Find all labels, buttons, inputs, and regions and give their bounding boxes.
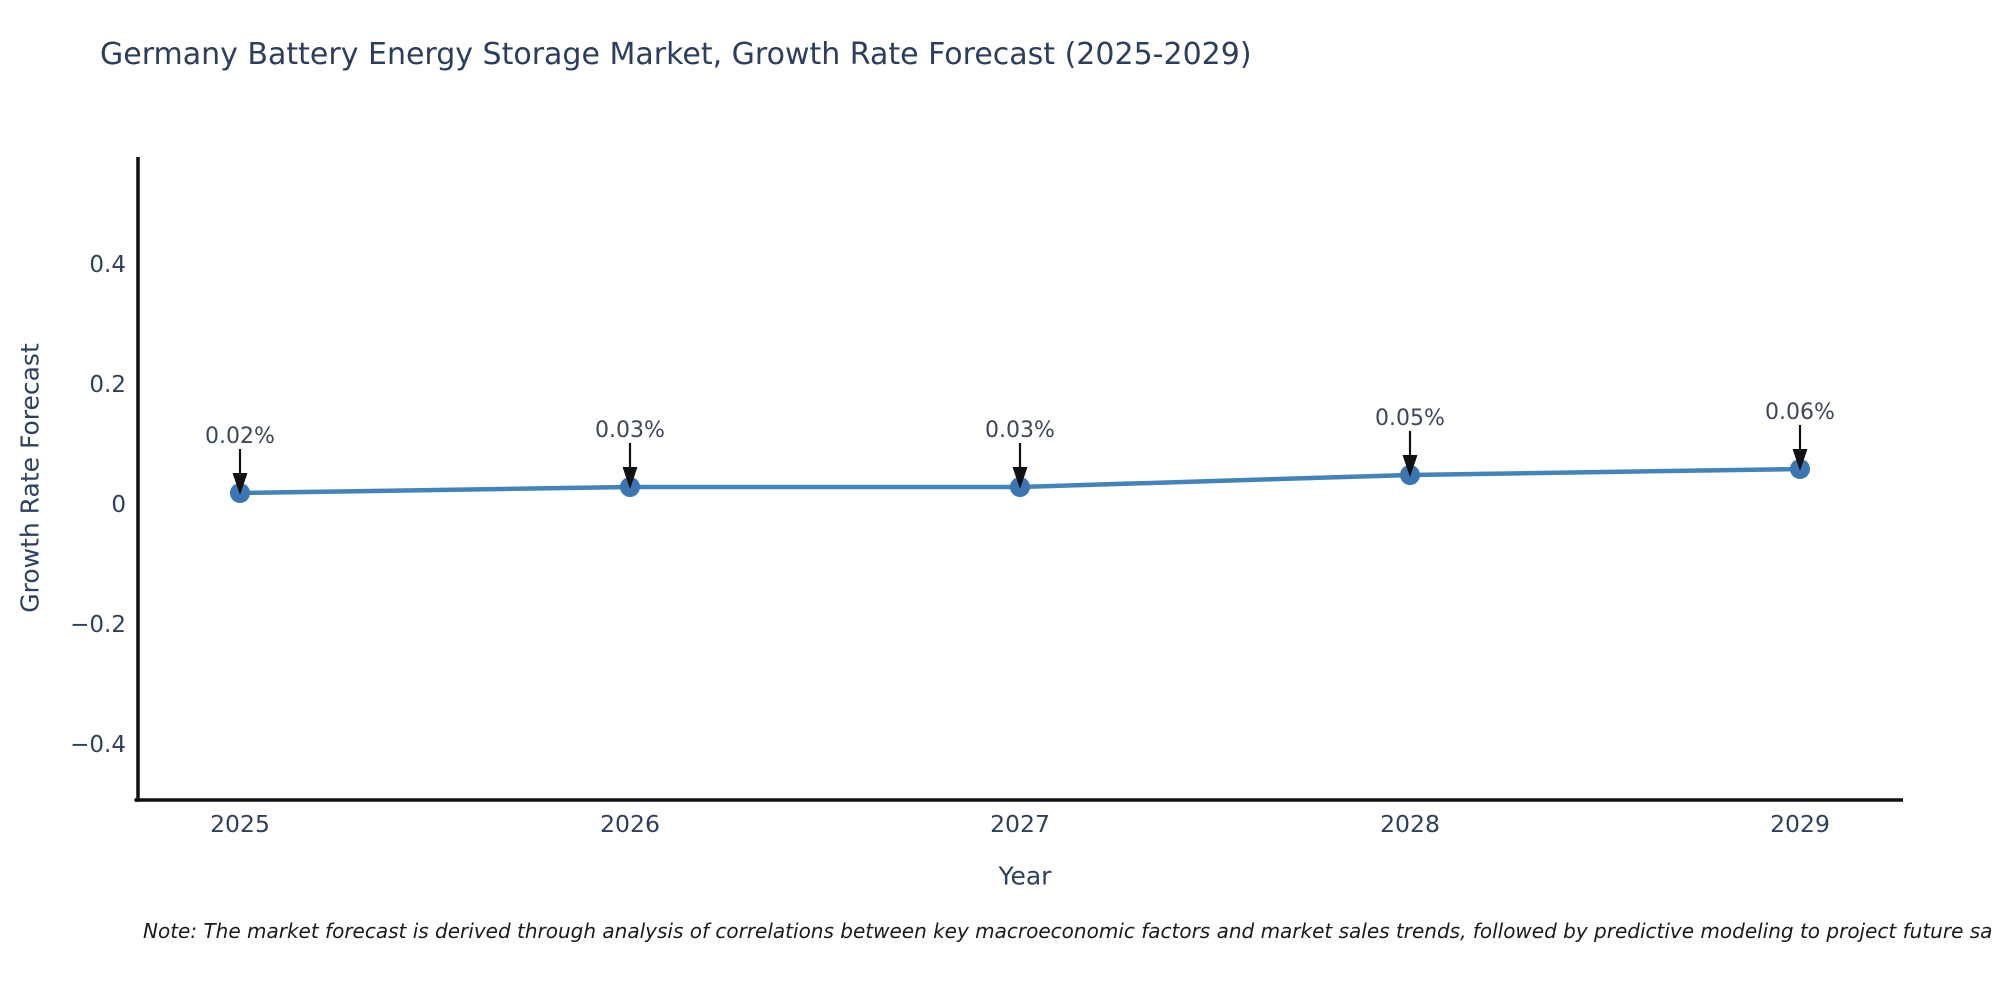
data-point-label: 0.05% — [1375, 406, 1445, 431]
x-tick-label: 2029 — [1770, 810, 1830, 838]
annotation-arrow-head — [1402, 455, 1418, 477]
x-tick-label: 2026 — [600, 810, 660, 838]
chart-title: Germany Battery Energy Storage Market, G… — [100, 37, 1252, 72]
data-point-label: 0.06% — [1765, 400, 1835, 425]
annotation-arrow-head — [622, 467, 638, 489]
y-tick-label: 0 — [111, 492, 126, 518]
annotation-arrow-head — [232, 473, 248, 495]
data-point-label: 0.03% — [595, 418, 665, 443]
footnote: Note: The market forecast is derived thr… — [143, 919, 1993, 943]
x-axis-title: Year — [998, 861, 1052, 891]
x-tick-label: 2025 — [210, 810, 270, 838]
y-tick-label: 0.2 — [89, 372, 126, 398]
annotation-arrow-head — [1792, 449, 1808, 471]
data-point-label: 0.03% — [985, 418, 1055, 443]
x-tick-label: 2027 — [990, 810, 1050, 838]
y-tick-label: 0.4 — [89, 252, 126, 278]
data-point-label: 0.02% — [205, 424, 275, 449]
annotation-arrow-head — [1012, 467, 1028, 489]
y-tick-label: −0.4 — [70, 732, 126, 758]
y-tick-label: −0.2 — [70, 612, 126, 638]
x-tick-label: 2028 — [1380, 810, 1440, 838]
